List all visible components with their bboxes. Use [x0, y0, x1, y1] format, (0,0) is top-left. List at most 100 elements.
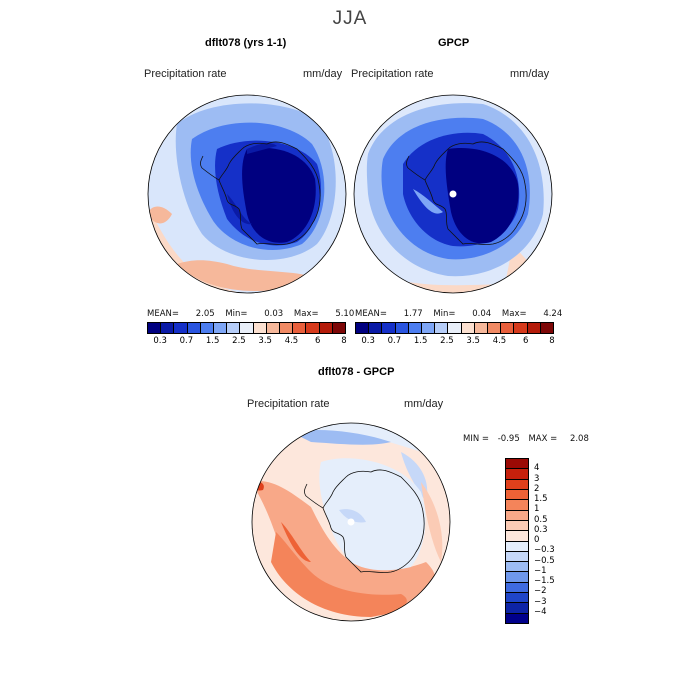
panel-title-model: dflt078 (yrs 1-1) [205, 37, 287, 49]
precip-colorbar-obs-swatch-1 [369, 323, 383, 333]
panel-title-obs: GPCP [438, 37, 470, 49]
min-value: 0.03 [264, 309, 284, 319]
precip-colorbar-model-tick-label: 3.5 [258, 336, 272, 346]
diff-colorbar-swatch-4 [506, 500, 528, 511]
precip-colorbar-model-tick-label: 1.5 [205, 336, 220, 346]
precip-colorbar-obs-swatch-9 [474, 323, 489, 333]
diff-colorbar-swatch-1 [506, 469, 528, 480]
polar-map-model [147, 94, 347, 294]
diff-colorbar-tick-label: −0.5 [534, 555, 555, 566]
diff-colorbar-swatch-2 [506, 479, 528, 490]
precip-colorbar-obs-tick-label: 3.5 [466, 336, 480, 346]
max-value: 4.24 [543, 309, 563, 319]
precip-colorbar-model-swatch-4 [200, 323, 215, 333]
diff-colorbar-tick-label: 0 [534, 535, 540, 545]
precip-colorbar-obs-tick-label: 6 [523, 336, 529, 346]
precip-colorbar-obs-swatch-12 [514, 323, 528, 333]
precip-colorbar-obs-tick-label: 4.5 [492, 336, 507, 346]
precip-colorbar-model-swatch-8 [253, 323, 267, 333]
colorbar-diff [505, 458, 529, 624]
mean-value: 2.05 [195, 309, 215, 319]
precip-colorbar-model-swatch-13 [319, 323, 333, 333]
precip-colorbar-model-tick-label: 8 [341, 336, 347, 346]
diff-colorbar-tick-label: −3 [534, 596, 547, 607]
precip-colorbar-obs-tick-label: 2.5 [440, 336, 454, 346]
min-label: Min= [225, 309, 248, 319]
diff-colorbar-swatch-0 [506, 459, 528, 470]
diff-colorbar-tick-label: 0.5 [534, 514, 548, 525]
units-label-obs: mm/day [510, 68, 550, 80]
diff-colorbar-swatch-14 [506, 603, 528, 614]
precip-colorbar-obs-swatch-3 [395, 323, 409, 333]
min-label: Min= [433, 309, 456, 319]
field-label-model: Precipitation rate [144, 68, 227, 80]
precip-colorbar-obs-swatch-8 [461, 323, 475, 333]
panel-title-diff: dflt078 - GPCP [318, 366, 395, 378]
polar-map-diff [251, 422, 451, 622]
diff-colorbar-tick-label: 3 [534, 473, 540, 484]
diff-colorbar-tick-label: 1.5 [534, 494, 548, 504]
colorbar-ticks-model: 0.3 0.7 1.5 2.5 3.5 4.5 6 8 [147, 336, 347, 348]
units-label-diff: mm/day [404, 398, 444, 410]
colorbar-model [147, 322, 346, 334]
diff-colorbar-tick-label: 1 [534, 504, 540, 515]
season-title: JJA [332, 8, 368, 29]
precip-colorbar-obs-swatch-10 [488, 323, 502, 333]
precip-colorbar-model-swatch-12 [306, 323, 320, 333]
precip-colorbar-obs-tick-label: 1.5 [413, 336, 428, 346]
diff-colorbar-swatch-7 [506, 531, 528, 542]
precip-colorbar-obs-swatch-13 [527, 323, 541, 333]
precip-colorbar-model-swatch-14 [332, 323, 346, 333]
field-label-obs: Precipitation rate [351, 68, 434, 80]
diff-colorbar-swatch-8 [506, 541, 528, 552]
diff-colorbar-swatch-15 [506, 613, 528, 623]
precip-colorbar-model-swatch-10 [280, 323, 294, 333]
diff-colorbar-swatch-12 [506, 582, 528, 594]
diff-colorbar-swatch-11 [506, 572, 528, 583]
precip-colorbar-model-swatch-1 [161, 323, 175, 333]
diff-colorbar-swatch-13 [506, 593, 528, 604]
diff-colorbar-tick-label: −2 [534, 586, 547, 597]
mean-label: MEAN= [355, 309, 387, 319]
precip-colorbar-obs-swatch-14 [540, 323, 554, 333]
precip-colorbar-obs-swatch-4 [408, 323, 423, 333]
diff-colorbar-swatch-6 [506, 520, 528, 532]
min-value: 0.04 [472, 309, 492, 319]
colorbar-ticks-diff: 4 3 2 1.5 1 0.5 0.3 0 −0.3 −0.5 −1 −1.5 −2 −3 −4 [532, 458, 572, 622]
precip-colorbar-model-swatch-3 [187, 323, 201, 333]
diff-colorbar-swatch-5 [506, 510, 528, 521]
min-label: MIN = [463, 434, 490, 444]
precip-colorbar-model-swatch-11 [293, 323, 307, 333]
diff-colorbar-swatch-3 [506, 489, 528, 501]
precip-colorbar-model-swatch-2 [174, 323, 188, 333]
precip-colorbar-obs-swatch-5 [422, 323, 436, 333]
precip-colorbar-model-swatch-6 [227, 323, 241, 333]
diff-colorbar-tick-label: 0.3 [534, 524, 548, 535]
precip-colorbar-model-tick-label: 2.5 [232, 336, 246, 346]
precip-colorbar-model-swatch-7 [240, 323, 254, 333]
units-label-model: mm/day [303, 68, 343, 80]
precip-colorbar-model-swatch-5 [214, 323, 228, 333]
diff-colorbar-tick-label: −4 [534, 606, 547, 617]
precip-colorbar-obs-swatch-11 [501, 323, 515, 333]
diff-colorbar-tick-label: 4 [534, 463, 540, 474]
diff-colorbar-tick-label: 2 [534, 483, 540, 494]
mean-value: 1.77 [403, 309, 423, 319]
precip-colorbar-obs-swatch-7 [448, 323, 462, 333]
precip-colorbar-model-swatch-0 [148, 323, 162, 333]
precip-colorbar-obs-swatch-6 [435, 323, 449, 333]
diff-colorbar-swatch-10 [506, 562, 528, 573]
diff-colorbar-tick-label: −0.3 [534, 545, 555, 556]
diff-colorbar-tick-label: −1 [534, 565, 547, 576]
precip-colorbar-model-tick-label: 0.7 [179, 336, 194, 346]
precip-colorbar-obs-swatch-2 [382, 323, 396, 333]
precip-colorbar-model-swatch-9 [266, 323, 281, 333]
diff-colorbar-swatch-9 [506, 551, 528, 563]
precip-colorbar-model-tick-label: 6 [315, 336, 321, 346]
precip-colorbar-obs-tick-label: 0.7 [387, 336, 402, 346]
min-value: -0.95 [497, 434, 520, 444]
max-value: 5.10 [335, 309, 355, 319]
precip-colorbar-obs-tick-label: 8 [549, 336, 555, 346]
max-value: 2.08 [569, 434, 589, 444]
precip-colorbar-model-tick-label: 0.3 [153, 336, 167, 346]
